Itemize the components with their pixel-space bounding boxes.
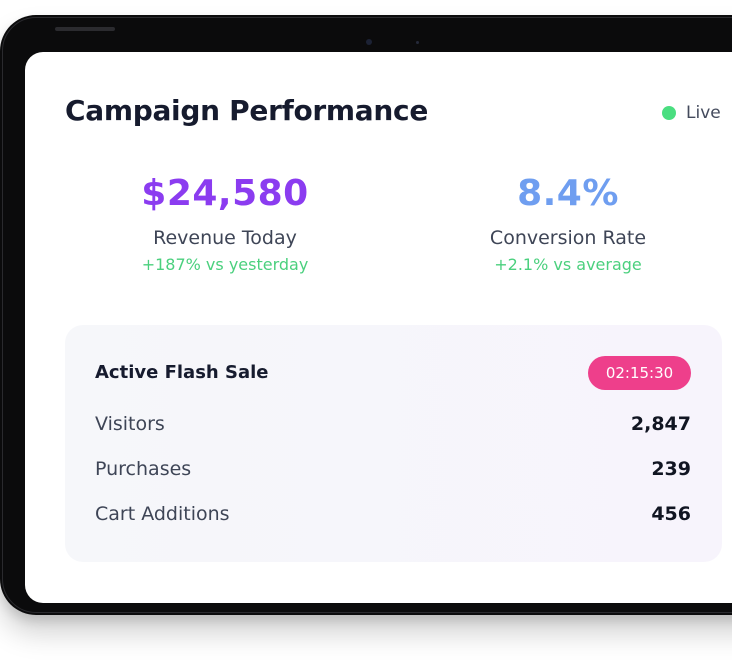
flash-sale-card: Active Flash Sale 02:15:30 Visitors 2,84… xyxy=(65,325,722,562)
conversion-delta: +2.1% vs average xyxy=(494,255,642,274)
stat-value: 2,847 xyxy=(630,413,691,435)
dashboard-screen: Campaign Performance Live $24,580 Revenu… xyxy=(25,52,732,603)
stat-value: 456 xyxy=(651,503,691,525)
live-status-indicator: Live xyxy=(662,103,721,123)
revenue-value: $24,580 xyxy=(141,173,309,214)
stat-label: Visitors xyxy=(95,413,165,435)
flash-sale-timer-badge: 02:15:30 xyxy=(588,356,691,390)
conversion-label: Conversion Rate xyxy=(489,227,647,249)
revenue-label: Revenue Today xyxy=(153,227,297,249)
stat-row-cart-additions: Cart Additions 456 xyxy=(95,503,691,525)
conversion-value: 8.4% xyxy=(517,173,619,214)
live-dot-icon xyxy=(662,106,676,120)
conversion-metric: 8.4% Conversion Rate +2.1% vs average xyxy=(418,172,718,274)
flash-sale-title: Active Flash Sale xyxy=(95,362,269,383)
stat-value: 239 xyxy=(651,458,691,480)
revenue-delta: +187% vs yesterday xyxy=(141,255,309,274)
stat-row-visitors: Visitors 2,847 xyxy=(95,413,691,435)
live-status-label: Live xyxy=(686,103,721,123)
tablet-side-button xyxy=(55,27,115,31)
stat-label: Cart Additions xyxy=(95,503,230,525)
sensor-icon xyxy=(416,41,419,44)
page-title: Campaign Performance xyxy=(65,94,429,127)
camera-icon xyxy=(366,39,372,45)
stat-label: Purchases xyxy=(95,458,192,480)
stat-row-purchases: Purchases 239 xyxy=(95,458,691,480)
revenue-metric: $24,580 Revenue Today +187% vs yesterday xyxy=(75,172,375,274)
tablet-frame: Campaign Performance Live $24,580 Revenu… xyxy=(0,15,732,615)
